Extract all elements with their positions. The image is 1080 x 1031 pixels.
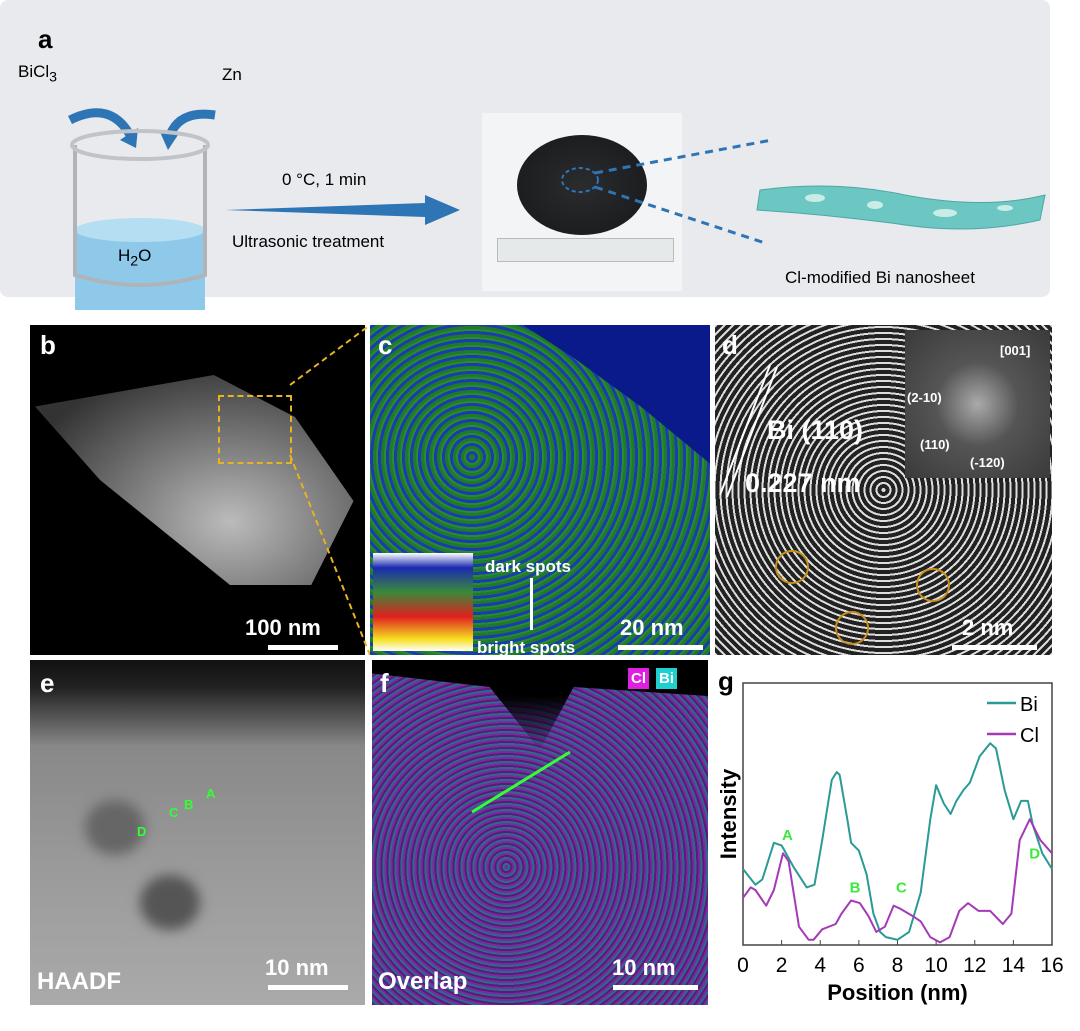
plot-frame — [742, 682, 1053, 946]
reagent-subscript: 3 — [49, 69, 58, 86]
color-scale-legend — [373, 553, 473, 651]
scale-bar — [952, 645, 1037, 650]
panel-f-eds-overlap — [372, 660, 708, 1005]
reagent-bicl3: BiCl3 — [18, 62, 57, 85]
process-label: Ultrasonic treatment — [232, 232, 385, 251]
zoom-guide-lines — [289, 325, 371, 655]
panel-label-f: f — [380, 668, 389, 698]
ruler — [497, 238, 674, 262]
panel-g-line-chart: g 0 2 4 6 8 10 12 14 16 Position (nm) Intensity Bi Cl… — [716, 666, 1064, 1005]
x-tick-label: 10 — [924, 954, 947, 977]
scale-bar-label: 10 nm — [612, 955, 676, 980]
imaging-mode: Overlap — [378, 968, 468, 995]
panel-label-d: d — [722, 330, 738, 360]
scale-bar — [618, 645, 703, 650]
dark-spot — [140, 875, 200, 930]
x-tick-label: 8 — [892, 954, 904, 977]
series-line-bi — [742, 742, 1053, 941]
series-line-cl — [742, 818, 1053, 944]
fft-inset — [905, 330, 1050, 478]
panel-e-haadf-image — [30, 660, 365, 1005]
beaker-icon — [67, 108, 216, 310]
panel-label-g: g — [718, 666, 734, 696]
reagent-text: BiCl — [18, 62, 50, 81]
scale-bar-label: 2 nm — [962, 615, 1014, 640]
panel-label-b: b — [40, 330, 56, 360]
solvent-h2o: H2O — [118, 246, 151, 269]
fft-spot: (110) — [920, 437, 950, 452]
point-label: B — [184, 797, 194, 812]
panel-label-e: e — [40, 668, 55, 698]
product-photo — [482, 113, 682, 291]
point-label: D — [137, 824, 147, 839]
reaction-arrow-icon — [225, 195, 460, 225]
product-label: Cl-modified Bi nanosheet — [785, 268, 975, 287]
panel-d-hrtem-image — [715, 325, 1052, 655]
point-annotation: B — [850, 880, 861, 897]
scale-bar-label: 10 nm — [265, 955, 329, 980]
fft-spot: (2-10) — [907, 390, 942, 405]
legend-cl: Cl — [628, 668, 649, 689]
legend-bi: Bi — [656, 668, 677, 689]
point-label: C — [169, 805, 179, 820]
x-axis-label: Position (nm) — [827, 980, 968, 1005]
nanosheet-icon — [756, 185, 1046, 230]
x-tick-label: 14 — [1002, 954, 1026, 977]
solvent-text: H — [118, 246, 131, 265]
panel-label-c: c — [378, 330, 393, 360]
reaction-condition: 0 °C, 1 min — [282, 170, 367, 189]
panel-c-color-map — [370, 325, 710, 655]
x-tick-label: 4 — [814, 954, 826, 977]
x-tick-label: 0 — [737, 954, 749, 977]
x-tick-label: 12 — [963, 954, 986, 977]
scale-bar-label: 100 nm — [245, 615, 321, 640]
scale-bar — [268, 985, 348, 990]
legend-label: Bi — [1020, 694, 1038, 716]
point-annotation: C — [896, 880, 907, 897]
panel-b-tem-image — [30, 325, 365, 655]
point-annotation: A — [782, 827, 793, 844]
solvent-subscript: 2 — [130, 253, 139, 270]
black-powder — [517, 135, 647, 235]
legend-label: Cl — [1020, 725, 1039, 747]
solvent-tail: O — [138, 246, 152, 265]
dark-spot — [85, 800, 145, 855]
zoom-dashed-lines — [561, 138, 773, 245]
scale-bar — [613, 985, 698, 990]
x-tick-label: 2 — [776, 954, 788, 977]
x-tick-label: 6 — [853, 954, 865, 977]
scale-bar — [268, 645, 338, 650]
point-label: A — [206, 786, 216, 801]
y-axis-label: Intensity — [716, 768, 741, 859]
legend-dark-spots: dark spots — [485, 557, 571, 576]
lattice-plane: Bi (110) — [767, 415, 864, 445]
x-tick-label: 16 — [1040, 954, 1063, 977]
legend-bright-spots: bright spots — [477, 638, 576, 657]
lattice-overlay — [719, 364, 950, 645]
zone-axis: [001] — [1000, 343, 1031, 358]
arrow-down-icon — [530, 578, 533, 630]
lattice-spacing: 0.227 nm — [745, 468, 861, 498]
point-annotation: D — [1029, 846, 1040, 863]
panel-label-a: a — [38, 24, 53, 54]
line-scan-path — [471, 750, 571, 814]
scale-bar-label: 20 nm — [620, 615, 684, 640]
reagent-zn: Zn — [222, 65, 242, 84]
fft-spot: (-120) — [970, 455, 1005, 470]
imaging-mode: HAADF — [37, 968, 121, 995]
selection-box — [218, 395, 292, 464]
